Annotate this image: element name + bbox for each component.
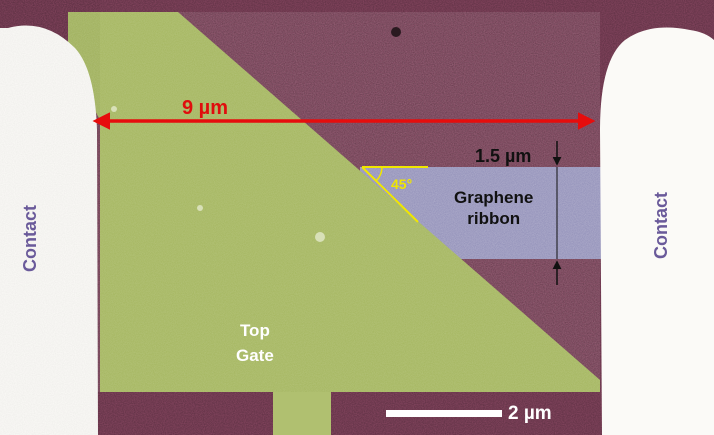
device-width-label: 9 µm	[182, 97, 228, 119]
scale-bar	[386, 410, 502, 417]
top-gate-label: Top Gate	[236, 318, 274, 368]
top-gate-label-line2: Gate	[236, 346, 274, 365]
contact-right	[600, 0, 714, 435]
gate-lead	[273, 392, 331, 435]
angle-arc	[375, 166, 383, 182]
dust-particle	[111, 106, 117, 112]
graphene-ribbon-label-line1: Graphene	[454, 188, 534, 207]
graphene-ribbon-label-line2: ribbon	[467, 209, 521, 228]
contact-right-label: Contact	[651, 192, 671, 259]
ribbon-width-label: 1.5 µm	[475, 146, 532, 166]
angle-label: 45°	[391, 176, 413, 192]
angle-edge-line	[361, 166, 419, 223]
dust-particle	[197, 205, 203, 211]
graphene-ribbon-label: Graphene ribbon	[454, 187, 533, 229]
dust-particle	[315, 232, 325, 242]
contact-left-label: Contact	[20, 205, 40, 272]
top-gate-label-line1: Top	[239, 321, 270, 340]
scale-bar-label: 2 µm	[508, 403, 552, 424]
dust-particle	[391, 27, 401, 37]
